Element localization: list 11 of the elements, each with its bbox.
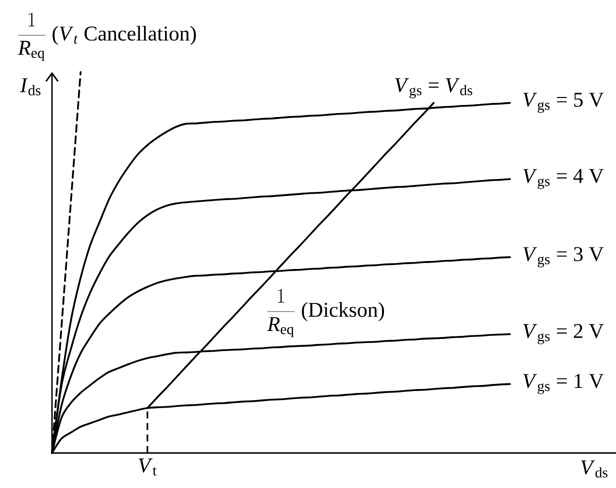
series-label: V$_{gs}$ = 5 V xyxy=(523,92,604,113)
series-label: $\frac{1}{\mathit{R}_{\mathrm{eq}}}\ \mbox{(Dickson)}$ xyxy=(267,288,384,338)
series-label: V$_{gs}$ = 2 V xyxy=(523,324,604,344)
x-axis-title: V$_{ds}$ xyxy=(581,460,608,478)
y-axis-title: I$_{ds}$ xyxy=(20,78,40,96)
text: V$_{t}$ xyxy=(138,458,157,476)
series-label: V$_{gs}$ = 4 V xyxy=(523,169,604,190)
text: $\frac{1}{\mathit{R}_{\mathrm{eq}}}\ \mbox{(\textit{V}\textsubscript{\textit{t}} Cancellation)}$ xyxy=(18,12,196,61)
annotation: V$_{gs}$ = V$_{ds}$ xyxy=(395,78,472,98)
series-label: V$_{gs}$ = 1 V xyxy=(523,374,604,394)
series-label: V$_{gs}$ = 3 V xyxy=(523,247,604,268)
